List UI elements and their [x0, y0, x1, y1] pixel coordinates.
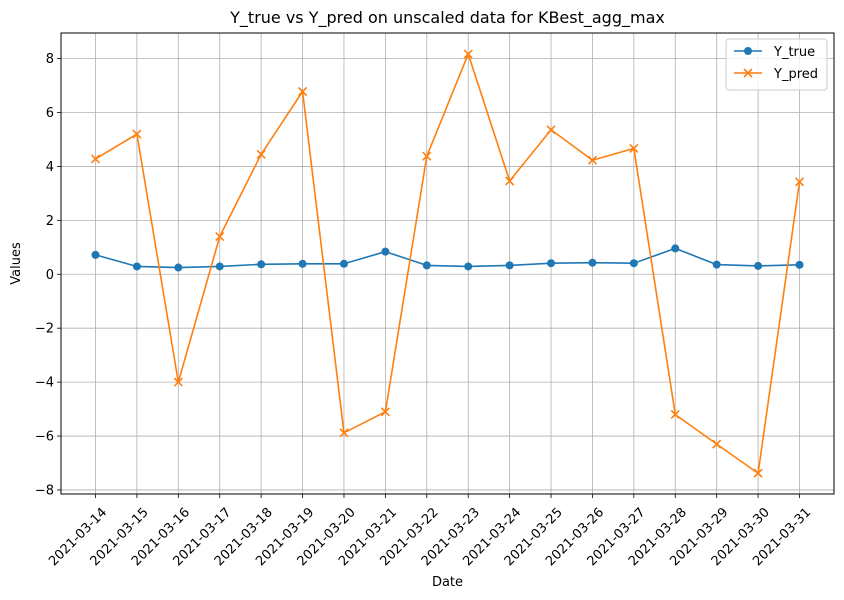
data-point-y-pred [215, 231, 225, 242]
data-point-y-pred [546, 125, 556, 135]
data-point-y-true [754, 261, 763, 270]
data-point-y-true [629, 259, 638, 268]
data-point-y-true [174, 263, 183, 272]
data-point-y-true [298, 259, 307, 268]
legend-marker-y-true [744, 47, 752, 55]
data-point-y-pred [256, 149, 266, 159]
y-tick-label: −8 [35, 483, 54, 498]
data-point-y-pred [794, 177, 805, 187]
data-point-y-true [132, 262, 141, 271]
data-point-y-pred [712, 439, 722, 449]
data-point-y-true [339, 259, 348, 268]
data-point-y-true [671, 244, 680, 253]
y-tick-label: −2 [35, 322, 54, 337]
legend-label-y-pred: Y_pred [773, 67, 818, 82]
data-point-y-true [91, 250, 100, 259]
data-point-y-true [505, 261, 514, 270]
data-point-y-true [381, 247, 390, 256]
y-tick-label: 8 [46, 52, 54, 67]
x-axis-title: Date [432, 575, 463, 590]
y-axis-title: Values [9, 242, 24, 285]
data-point-y-pred [753, 468, 763, 478]
tick-layer: 2021-03-142021-03-152021-03-162021-03-17… [35, 52, 814, 569]
data-point-y-pred [380, 407, 390, 417]
y-tick-label: −4 [35, 376, 54, 391]
y-tick-label: 2 [46, 214, 54, 229]
data-point-y-pred [629, 143, 639, 153]
data-point-y-pred [670, 409, 680, 420]
series-y-pred [90, 49, 805, 478]
series-line-y-true [95, 247, 800, 269]
data-point-y-true [588, 258, 597, 267]
y-tick-label: 6 [46, 106, 54, 121]
data-point-y-pred [90, 154, 101, 164]
y-tick-label: 0 [46, 268, 54, 283]
data-point-y-true [795, 260, 804, 269]
series-y-true [91, 244, 804, 272]
legend: Y_true Y_pred [725, 38, 828, 91]
data-point-y-pred [132, 129, 142, 139]
data-point-y-pred [173, 377, 183, 387]
data-point-y-true [464, 262, 473, 271]
data-point-y-pred [297, 86, 308, 97]
series-layer [90, 49, 805, 478]
data-point-y-pred [339, 428, 349, 438]
y-tick-label: −6 [35, 430, 54, 445]
data-point-y-true [712, 260, 721, 269]
legend-marker-y-pred [743, 68, 753, 78]
data-point-y-pred [463, 49, 473, 59]
y-tick-label: 4 [46, 160, 54, 175]
plot-area-frame [60, 32, 835, 495]
data-point-y-pred [422, 151, 432, 161]
chart-title: Y_true vs Y_pred on unscaled data for KB… [229, 8, 665, 28]
series-line-y-pred [95, 53, 801, 475]
data-point-y-true [257, 260, 266, 269]
data-point-y-true [215, 262, 224, 271]
legend-label-y-true: Y_true [773, 45, 815, 60]
data-point-y-true [547, 259, 556, 268]
data-point-y-true [422, 261, 431, 270]
data-point-y-pred [505, 176, 515, 186]
data-point-y-pred [587, 155, 598, 165]
